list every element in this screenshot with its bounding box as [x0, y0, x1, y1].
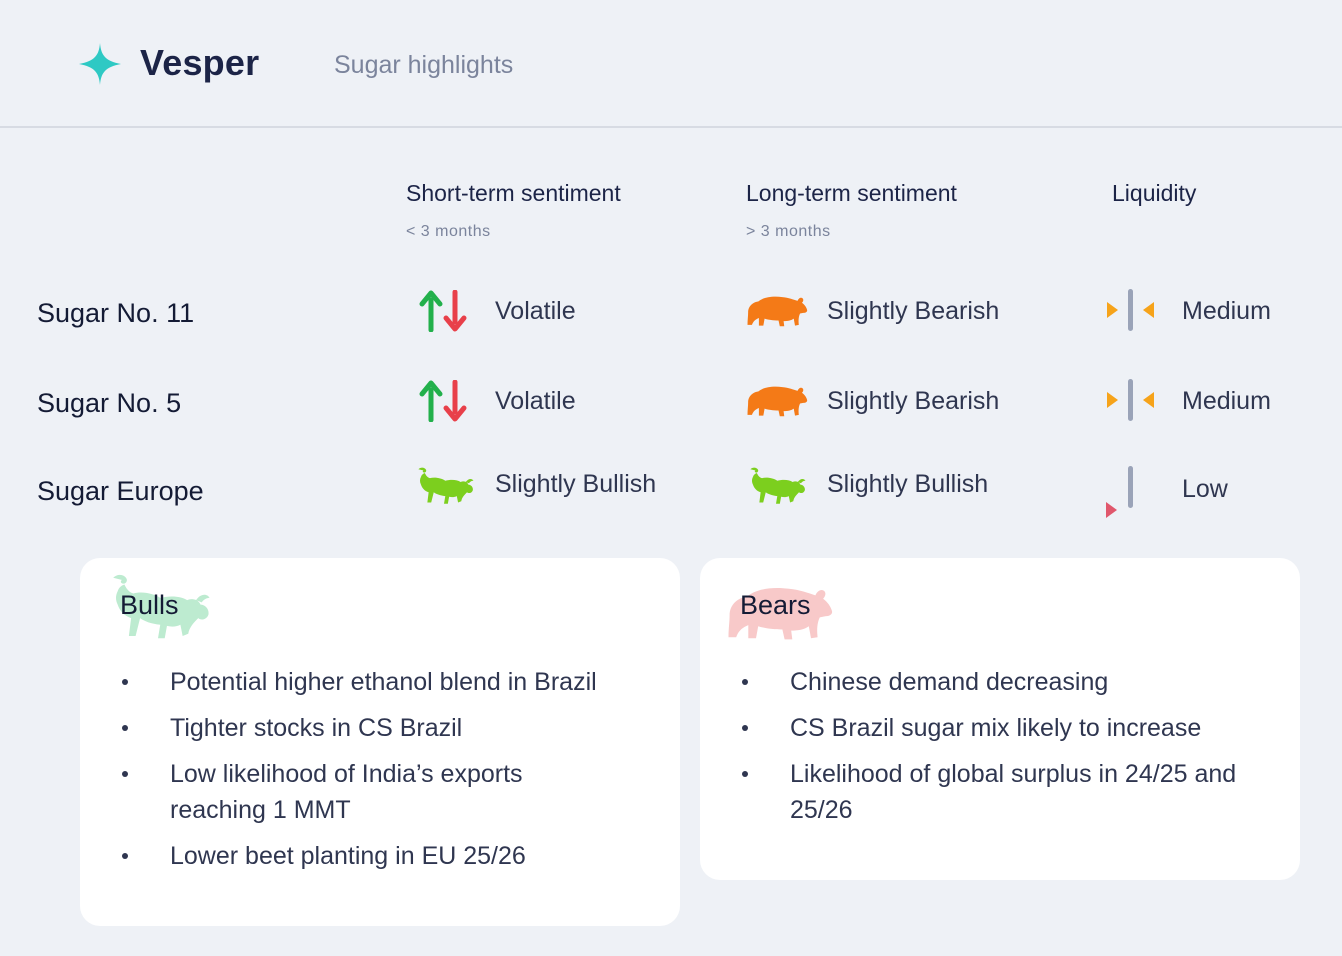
- converging-arrows-icon: [1107, 379, 1154, 421]
- low-liquidity-icon: [1106, 466, 1133, 518]
- list-item: Lower beet planting in EU 25/26: [170, 842, 526, 870]
- converging-arrows-icon: [1107, 289, 1154, 331]
- long-term-value: Slightly Bullish: [827, 470, 989, 498]
- brand-name[interactable]: Vesper: [140, 42, 260, 83]
- list-item: Low likelihood of India’s exports: [170, 760, 523, 788]
- long-term-value: Slightly Bearish: [827, 297, 1000, 325]
- bullet-dot: [122, 771, 128, 777]
- bull-icon: [744, 464, 808, 509]
- list-item-continuation: reaching 1 MMT: [170, 796, 351, 824]
- list-item: Potential higher ethanol blend in Brazil: [170, 668, 597, 696]
- long-term-value: Slightly Bearish: [827, 387, 1000, 415]
- row-label: Sugar Europe: [37, 476, 204, 506]
- bears-title: Bears: [740, 590, 811, 620]
- list-item: Chinese demand decreasing: [790, 668, 1109, 696]
- bears-card: Bears Chinese demand decreasing CS Brazi…: [700, 558, 1300, 880]
- bullet-dot: [122, 679, 128, 685]
- long-term-subheader: > 3 months: [746, 223, 831, 240]
- list-item: Tighter stocks in CS Brazil: [170, 714, 463, 742]
- list-item: Likelihood of global surplus in 24/25 an…: [790, 760, 1237, 788]
- bull-icon: [412, 464, 476, 509]
- row-label: Sugar No. 11: [37, 298, 195, 328]
- bullet-dot: [122, 725, 128, 731]
- list-item-continuation: 25/26: [790, 796, 853, 824]
- bullet-dot: [742, 679, 748, 685]
- short-term-subheader: < 3 months: [406, 223, 491, 240]
- liquidity-value: Medium: [1182, 387, 1271, 415]
- bulls-title: Bulls: [120, 590, 179, 620]
- short-term-value: Volatile: [495, 297, 576, 325]
- liquidity-value: Low: [1182, 475, 1228, 503]
- list-item: CS Brazil sugar mix likely to increase: [790, 714, 1202, 742]
- app-header: Vesper Sugar highlights: [0, 0, 1342, 128]
- row-label: Sugar No. 5: [37, 388, 182, 418]
- up-down-arrows-icon: [419, 290, 467, 332]
- short-term-value: Volatile: [495, 387, 576, 415]
- liquidity-value: Medium: [1182, 297, 1271, 325]
- bear-icon: [744, 382, 808, 420]
- short-term-header: Short-term sentiment: [406, 180, 621, 206]
- bullet-dot: [742, 771, 748, 777]
- long-term-header: Long-term sentiment: [746, 180, 957, 206]
- up-down-arrows-icon: [419, 380, 467, 422]
- bullet-dot: [122, 853, 128, 859]
- liquidity-header: Liquidity: [1112, 180, 1197, 206]
- page-title: Sugar highlights: [334, 51, 514, 79]
- sparkle-star-icon: [79, 43, 121, 85]
- bear-icon: [744, 292, 808, 330]
- bullet-dot: [742, 725, 748, 731]
- short-term-value: Slightly Bullish: [495, 470, 657, 498]
- bulls-card: Bulls Potential higher ethanol blend in …: [80, 558, 680, 926]
